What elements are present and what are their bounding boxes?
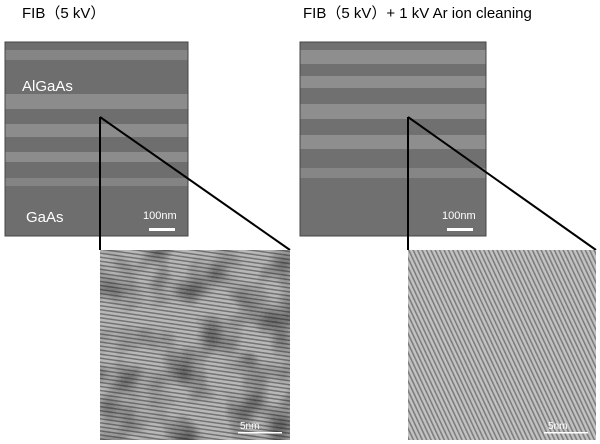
scale-bar-label: 5nm <box>548 421 567 432</box>
scale-bar-label: 100nm <box>442 210 476 222</box>
sem-image <box>4 41 189 237</box>
zoom-lines <box>407 116 597 251</box>
hrtem-image <box>408 250 596 440</box>
scale-bar-label: 5nm <box>240 421 259 432</box>
panel-title: FIB（5 kV） <box>22 5 105 22</box>
layer-label: AlGaAs <box>22 78 73 95</box>
layer-label: GaAs <box>26 209 64 226</box>
hrtem-image <box>100 250 290 440</box>
scale-bar-label: 100nm <box>143 210 177 222</box>
sem-image <box>299 41 487 237</box>
panel-title: FIB（5 kV）+ 1 kV Ar ion cleaning <box>303 5 532 22</box>
zoom-lines <box>99 116 291 251</box>
